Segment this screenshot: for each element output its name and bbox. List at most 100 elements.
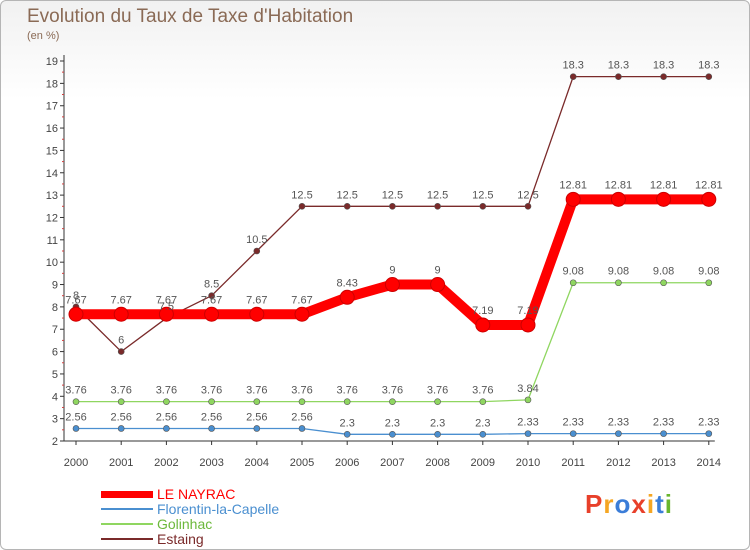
data-point (434, 398, 441, 405)
y-tick-label: 18 (46, 78, 58, 90)
logo-letter: i (646, 489, 656, 519)
page-title: Evolution du Taux de Taxe d'Habitation (27, 6, 354, 27)
data-point (117, 425, 125, 432)
data-label: 2.33 (653, 417, 674, 429)
legend-label: Golinhac (157, 516, 213, 532)
data-point (524, 430, 532, 437)
data-point (569, 73, 577, 80)
data-label: 18.3 (562, 60, 583, 72)
data-label: 9 (435, 265, 441, 277)
data-label: 7.67 (201, 294, 222, 306)
x-tick-label: 2001 (109, 457, 133, 469)
data-point (249, 306, 265, 322)
data-label: 2.3 (430, 417, 445, 429)
data-point (384, 277, 400, 293)
data-point (298, 202, 306, 210)
y-tick-label: 2 (52, 436, 58, 448)
logo-letter: P (585, 489, 604, 519)
data-point (705, 430, 713, 437)
data-label: 9.08 (698, 266, 719, 278)
data-label: 2.3 (340, 417, 355, 429)
data-point (520, 317, 536, 333)
data-label: 8 (73, 290, 79, 302)
data-label: 2.33 (608, 417, 629, 429)
y-tick-label: 12 (46, 212, 58, 224)
x-tick-label: 2004 (245, 457, 269, 469)
data-point (569, 279, 577, 287)
data-label: 7.67 (156, 294, 177, 306)
data-label: 7.67 (246, 294, 267, 306)
data-label: 9 (389, 265, 395, 277)
data-point (343, 398, 351, 405)
data-label: 2.56 (201, 411, 222, 423)
y-tick-label: 4 (52, 391, 58, 403)
data-label: 3.76 (291, 385, 312, 397)
data-point (660, 73, 667, 80)
data-point (660, 279, 667, 287)
data-label: 6 (118, 335, 124, 347)
data-point (569, 430, 577, 437)
data-label: 7.67 (110, 294, 131, 306)
x-tick-label: 2000 (64, 457, 88, 469)
data-label: 12.81 (605, 179, 633, 191)
logo-letter: i (664, 489, 673, 519)
data-label: 8.5 (204, 279, 219, 291)
data-point (117, 398, 125, 405)
data-label: 18.3 (653, 60, 674, 72)
data-point (68, 306, 84, 322)
data-label: 12.5 (291, 189, 312, 201)
data-label: 3.76 (65, 385, 86, 397)
data-point (524, 202, 532, 210)
y-tick-label: 7 (52, 324, 58, 336)
chart-data-labels: 8 6 7.5 8.5 10.5 12.5 12.5 12.5 12.5 12.5 12.5 18.3… (65, 60, 722, 430)
y-tick-label: 10 (46, 257, 58, 269)
data-label: 3.84 (517, 383, 538, 395)
data-point (208, 398, 215, 405)
data-point (158, 306, 174, 322)
logo-letter: t (655, 489, 665, 519)
data-label: 12.81 (695, 179, 723, 191)
data-point (72, 425, 80, 432)
legend-swatch (101, 491, 153, 498)
data-label: 7.67 (65, 294, 86, 306)
data-point (705, 73, 713, 80)
y-tick-label: 14 (46, 168, 58, 180)
x-tick-label: 2006 (335, 457, 359, 469)
y-tick-label: 15 (46, 145, 58, 157)
data-point (475, 317, 491, 333)
data-point (656, 191, 672, 207)
y-tick-label: 5 (52, 369, 58, 381)
legend-label: LE NAYRAC (157, 486, 236, 502)
data-label: 18.3 (698, 60, 719, 72)
data-point (163, 425, 170, 432)
data-label: 2.56 (246, 411, 267, 423)
data-label: 2.56 (156, 411, 177, 423)
line-chart: 2 3 4 5 6 7 8 9 10 11 12 13 14 15 16 17 18 19 2000 2001 2002… (46, 55, 723, 469)
data-point (610, 191, 626, 207)
data-label: 3.76 (110, 385, 131, 397)
legend-label: Florentin-la-Capelle (157, 501, 280, 517)
x-tick-label: 2009 (471, 457, 495, 469)
chart-series (68, 73, 717, 438)
y-tick-label: 13 (46, 190, 58, 202)
data-point (660, 430, 667, 437)
data-point (339, 289, 355, 305)
legend-swatch (101, 538, 153, 540)
proxiti-logo: Proxiti (585, 489, 673, 520)
data-label: 3.76 (336, 385, 357, 397)
data-label: 7.5 (159, 301, 174, 313)
data-label: 2.3 (475, 417, 490, 429)
data-label: 12.5 (336, 189, 357, 201)
data-label: 3.76 (246, 385, 267, 397)
chart-axes: 2 3 4 5 6 7 8 9 10 11 12 13 14 15 16 17 18 19 2000 2001 2002… (46, 55, 721, 469)
data-point (389, 398, 396, 405)
data-label: 9.08 (562, 266, 583, 278)
data-label: 3.76 (382, 385, 403, 397)
legend-label: Estaing (157, 531, 204, 547)
data-point (253, 247, 261, 255)
data-point (294, 306, 310, 322)
data-label: 12.5 (382, 189, 403, 201)
y-tick-label: 16 (46, 123, 58, 135)
data-point (524, 396, 532, 404)
